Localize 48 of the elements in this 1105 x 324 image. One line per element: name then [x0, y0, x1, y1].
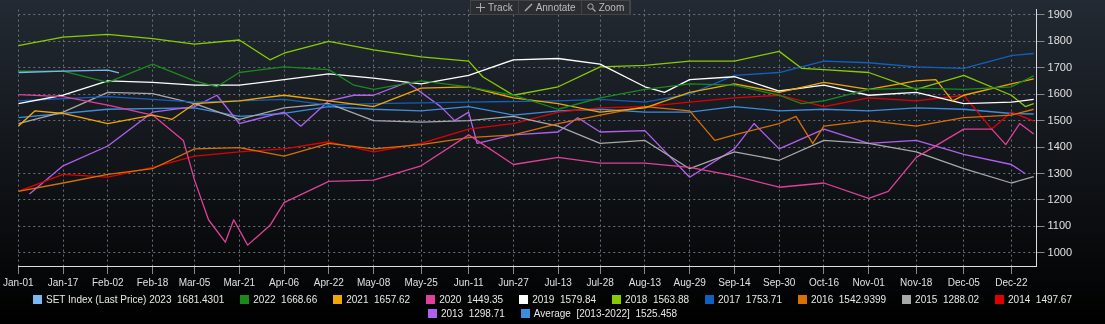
annotation: Track — [488, 2, 513, 13]
x-tick-label: May-25 — [404, 276, 439, 288]
x-tick-label: May-08 — [356, 276, 391, 288]
y-tick-label: 1700 — [1047, 60, 1073, 73]
x-tick-label: Jun-27 — [498, 276, 530, 288]
x-tick-label: Dec-05 — [947, 276, 981, 288]
x-tick-label: Sep-14 — [718, 276, 751, 288]
x-tick-label: Sep-30 — [763, 276, 796, 288]
legend-label: 2013 1298.71 — [440, 307, 505, 319]
y-tick-label: 1000 — [1047, 245, 1073, 258]
y-tick-label: 1500 — [1047, 113, 1073, 126]
y-tick-label: 1900 — [1047, 7, 1073, 20]
x-tick-label: Apr-22 — [313, 276, 345, 288]
x-tick-label: Oct-16 — [808, 276, 840, 288]
y-tick-label: 1600 — [1047, 87, 1073, 100]
x-tick-label: Apr-06 — [269, 276, 300, 288]
x-tick-label: Jul-28 — [586, 276, 615, 288]
x-tick-label: Feb-02 — [91, 276, 125, 288]
x-tick-label: Mar-21 — [223, 276, 256, 288]
x-tick-label: Nov-18 — [900, 276, 933, 288]
legend-label: 2022 1668.66 — [253, 293, 318, 305]
legend-label: 2016 1542.9399 — [811, 293, 887, 305]
x-tick-label: Feb-18 — [136, 276, 169, 288]
legend-label: 2020 1449.35 — [439, 293, 504, 305]
y-tick-label: 1300 — [1047, 166, 1073, 179]
x-tick-label: Jan-01 — [3, 276, 35, 288]
annotation: Zoom — [598, 2, 625, 13]
legend-label: 2018 1563.88 — [625, 293, 690, 305]
y-tick-label: 1200 — [1047, 192, 1073, 205]
legend-label: 2021 1657.62 — [346, 293, 411, 305]
y-tick-label: 1400 — [1047, 140, 1073, 153]
legend-label: Average [2013-2022] 1525.458 — [533, 307, 678, 319]
x-tick-label: Nov-01 — [852, 276, 886, 288]
legend-label: 2015 1288.02 — [915, 293, 980, 305]
y-tick-label: 1800 — [1047, 34, 1073, 47]
x-tick-label: Mar-05 — [178, 276, 211, 288]
x-tick-label: Aug-13 — [628, 276, 662, 288]
x-tick-label: Jun-11 — [453, 276, 485, 288]
x-tick-label: Jul-13 — [544, 276, 573, 288]
x-tick-label: Jan-17 — [47, 276, 79, 288]
legend-label: 2017 1753.71 — [718, 293, 782, 305]
y-tick-label: 1100 — [1047, 219, 1072, 232]
legend-label: 2014 1497.67 — [1008, 293, 1072, 305]
x-tick-label: Aug-29 — [673, 276, 707, 288]
annotation: Annotate — [535, 2, 576, 13]
x-tick-label: Dec-22 — [995, 276, 1028, 288]
legend-label: SET Index (Last Price) 2023 1681.4301 — [46, 293, 225, 305]
legend-label: 2019 1579.84 — [532, 293, 597, 305]
